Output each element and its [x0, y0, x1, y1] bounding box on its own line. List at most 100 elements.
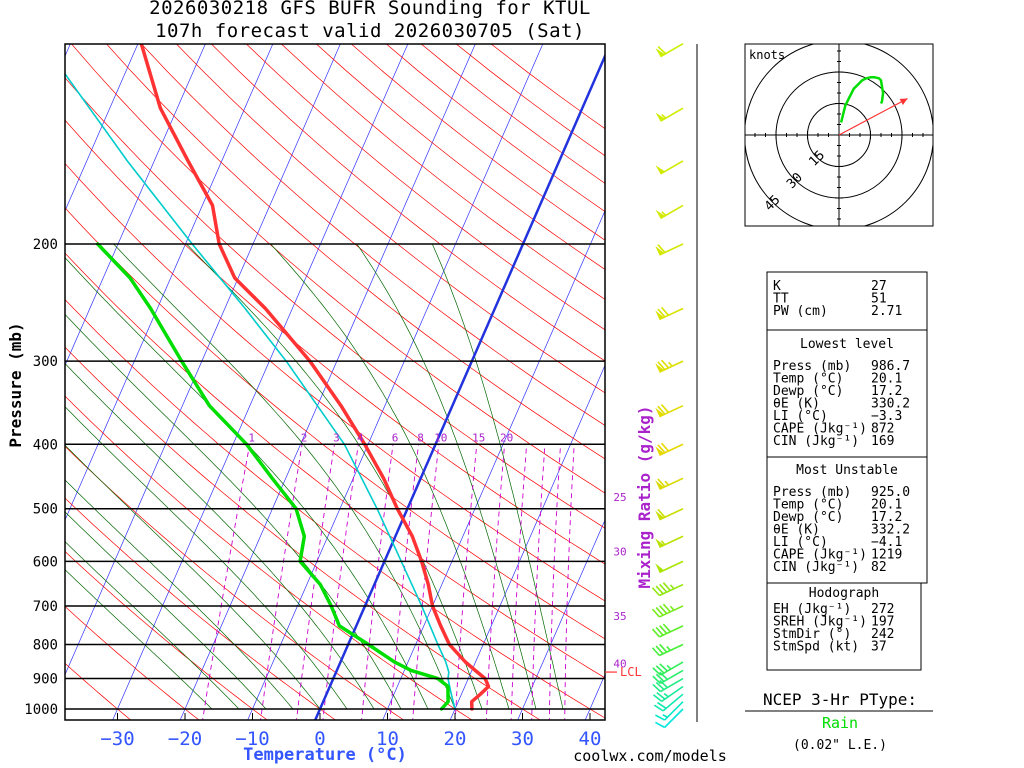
barb-flag — [652, 667, 662, 676]
x-tick-label: 30 — [511, 728, 534, 750]
wind-barb — [655, 204, 684, 220]
mixing-ratio-line — [531, 444, 546, 720]
mixing-ratio-line — [510, 444, 528, 720]
x-tick-label: 40 — [579, 728, 602, 750]
lowest-level-label: CAPE (Jkg⁻¹) — [773, 422, 867, 437]
barb-half-flag — [661, 211, 667, 217]
wind-barb — [651, 623, 684, 638]
barb-half-flag — [660, 540, 666, 546]
barb-staff — [659, 643, 684, 657]
hodograph-indices-box — [766, 582, 922, 671]
barb-flag — [655, 606, 664, 616]
hodograph-index-value: 242 — [871, 627, 894, 642]
barb-staff — [660, 677, 684, 693]
general-index-label: TT — [773, 292, 789, 307]
lowest-level-value: −3.3 — [871, 409, 902, 424]
wind-barb — [651, 603, 684, 618]
hodograph-plot — [745, 44, 933, 226]
barb-pennant — [655, 480, 664, 490]
barb-pennant — [655, 563, 664, 573]
barb-flag — [657, 508, 666, 518]
barb-flag — [655, 681, 665, 691]
dry-adiabat — [65, 445, 405, 720]
wind-barb — [655, 701, 684, 721]
mixing-ratio-line — [389, 444, 419, 720]
moist-adiabat — [65, 569, 213, 710]
isotherm — [382, 209, 605, 720]
wind-barb — [655, 404, 684, 418]
barb-pennant — [655, 538, 664, 548]
mixing-ratio-tick-label: 6 — [392, 431, 399, 444]
mixing-ratio-tick-label: 30 — [613, 546, 626, 559]
barb-staff — [661, 685, 684, 703]
barb-staff — [659, 560, 684, 574]
most-unstable-label: CIN (Jkg⁻¹) — [773, 560, 859, 575]
axes: 200 300 400 500 600 700 800 900 1000 −30 −20 −10 0 10… — [24, 237, 605, 750]
barb-half-flag — [666, 646, 671, 651]
barb-flag — [659, 643, 668, 653]
barb-flag — [657, 405, 666, 415]
wind-barb — [655, 477, 684, 491]
barb-flag — [659, 663, 668, 672]
most-unstable-value: 82 — [871, 560, 887, 575]
wind-barb — [653, 685, 684, 703]
barb-flag — [660, 404, 670, 413]
general-index-label: K — [773, 279, 781, 294]
wind-barb — [655, 508, 684, 521]
barb-flag — [655, 585, 664, 595]
hodograph-index-label: SREH (Jkg⁻¹) — [773, 615, 867, 630]
ptype-amount: (0.02" L.E.) — [793, 738, 887, 753]
dry-adiabat — [65, 497, 336, 720]
y-tick-label: 600 — [33, 554, 58, 570]
hodograph-unit-label: knots — [749, 48, 785, 62]
general-index-value: 2.71 — [871, 304, 902, 319]
moist-adiabat — [186, 243, 483, 710]
lowest-level-value: 17.2 — [871, 384, 902, 399]
barb-flag — [660, 359, 670, 369]
moist-adiabat — [65, 313, 402, 710]
y-tick-label: 900 — [33, 672, 58, 688]
most-unstable-label: Dewp (°C) — [773, 510, 843, 525]
mixing-ratio-tick-label: 1 — [248, 431, 255, 444]
wind-barb — [651, 643, 684, 657]
most-unstable-label: LI (°C) — [773, 535, 828, 550]
x-tick-label: 0 — [314, 728, 325, 750]
general-indices-box — [766, 271, 928, 331]
lowest-level-label: CIN (Jkg⁻¹) — [773, 434, 859, 449]
dry-adiabat — [65, 662, 132, 720]
barb-flag — [657, 45, 667, 55]
most-unstable-label: Temp (°C) — [773, 498, 843, 513]
barb-staff — [659, 625, 684, 638]
isotherm — [0, 44, 3, 723]
dry-adiabat — [141, 44, 605, 426]
storm-motion-vector — [838, 97, 908, 136]
barb-flag — [653, 694, 663, 703]
barb-half-flag — [669, 584, 675, 590]
barb-flag — [655, 645, 664, 655]
wind-barb — [655, 359, 684, 373]
lowest-level-label: Temp (°C) — [773, 372, 843, 387]
most-unstable-value: 1219 — [871, 548, 902, 563]
footer-credit: coolwx.com/models — [573, 747, 727, 765]
barb-pennant — [655, 165, 665, 174]
y-tick-label: 300 — [33, 354, 58, 370]
x-tick-label: −20 — [168, 728, 202, 750]
hodograph-index-value: 37 — [871, 640, 887, 655]
barb-flag — [653, 704, 664, 712]
dewpoint-trace — [95, 242, 450, 711]
lowest-level-value: 872 — [871, 422, 894, 437]
dry-adiabat — [65, 550, 268, 720]
wind-barb — [655, 442, 684, 456]
general-index-value: 27 — [871, 279, 887, 294]
barb-pennant — [655, 407, 664, 417]
mixing-ratio-tick-label: 35 — [613, 610, 626, 623]
plot-background-lines — [0, 44, 605, 723]
barb-flag — [655, 714, 665, 721]
dry-adiabat — [65, 605, 200, 720]
dry-adiabat — [65, 77, 605, 529]
wind-barb — [655, 243, 684, 256]
barb-staff — [664, 701, 684, 721]
mixing-ratio-tick-label: 25 — [613, 491, 626, 504]
wind-barb — [655, 43, 684, 58]
barb-half-flag — [668, 361, 673, 367]
